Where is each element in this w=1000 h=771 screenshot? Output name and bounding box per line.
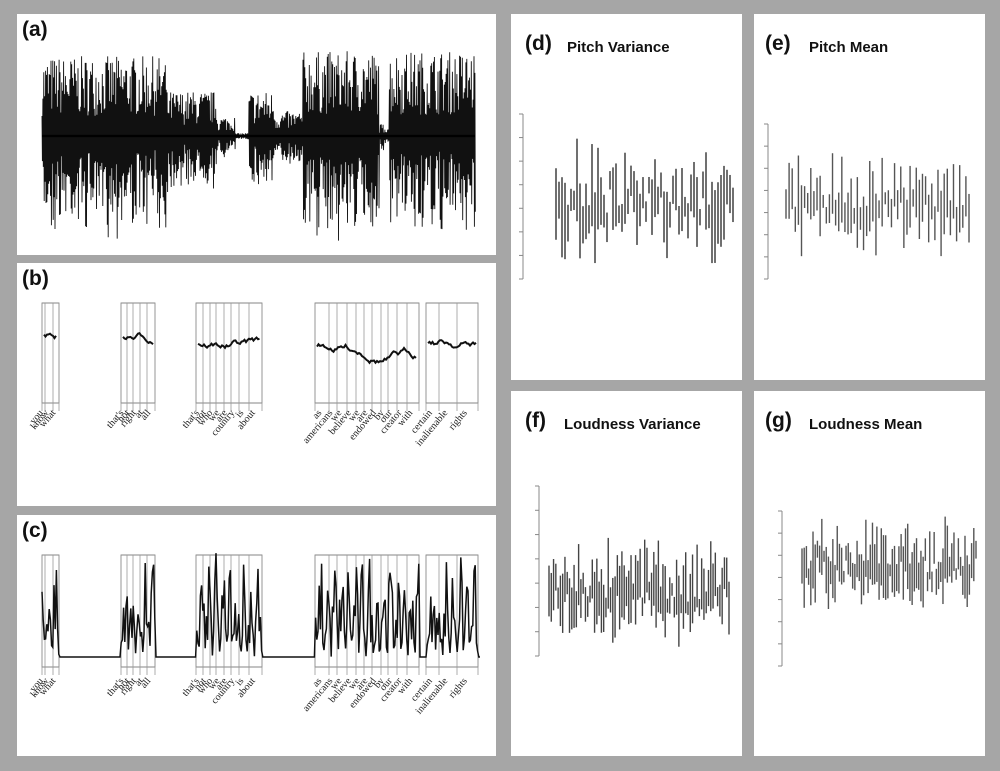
pitch-contour-segment bbox=[122, 332, 154, 345]
loudness-variance-chart bbox=[535, 485, 730, 657]
pitch-group-box bbox=[120, 302, 156, 404]
waveform-trace bbox=[41, 51, 476, 241]
pitch-group-box bbox=[195, 302, 263, 404]
panel-f-label: (f) bbox=[525, 409, 546, 432]
pitch-contour-segment bbox=[427, 339, 477, 349]
panel-g-label: (g) bbox=[765, 409, 792, 432]
pitch-group-box bbox=[425, 302, 479, 404]
panel-e: (e) Pitch Mean bbox=[754, 14, 985, 380]
panel-b-label: (b) bbox=[22, 267, 49, 290]
panel-g-title: Loudness Mean bbox=[809, 416, 923, 433]
panel-g: (g) Loudness Mean bbox=[754, 391, 985, 756]
loudness-mean-chart bbox=[778, 510, 977, 667]
panel-d: (d) Pitch Variance bbox=[511, 14, 742, 380]
panel-b: (b) you know what that's not right at all that's… bbox=[17, 263, 496, 506]
panel-c: (c) you know what that's not right at all that's… bbox=[17, 515, 496, 756]
panel-a: (a) bbox=[17, 14, 496, 255]
pitch-contour-segment bbox=[316, 342, 417, 365]
panel-a-label: (a) bbox=[22, 18, 48, 41]
pitch-mean-chart bbox=[764, 123, 970, 280]
loudness-contour-trace bbox=[41, 553, 480, 658]
pitch-group-box bbox=[314, 302, 420, 404]
pitch-contour-segment bbox=[43, 332, 57, 340]
panel-d-label: (d) bbox=[525, 32, 552, 55]
pitch-variance-chart bbox=[519, 113, 734, 280]
panel-e-title: Pitch Mean bbox=[809, 39, 889, 56]
panel-f: (f) Loudness Variance bbox=[511, 391, 742, 756]
panel-e-label: (e) bbox=[765, 32, 791, 55]
pitch-word-label: rights bbox=[447, 408, 470, 433]
panel-d-title: Pitch Variance bbox=[567, 39, 670, 56]
loud-word-label: rights bbox=[447, 676, 470, 701]
panel-f-title: Loudness Variance bbox=[564, 416, 701, 433]
pitch-group-box bbox=[41, 302, 60, 404]
panel-c-label: (c) bbox=[22, 519, 48, 542]
waveform-chart bbox=[41, 51, 476, 241]
pitch-contour-segment bbox=[197, 336, 260, 350]
